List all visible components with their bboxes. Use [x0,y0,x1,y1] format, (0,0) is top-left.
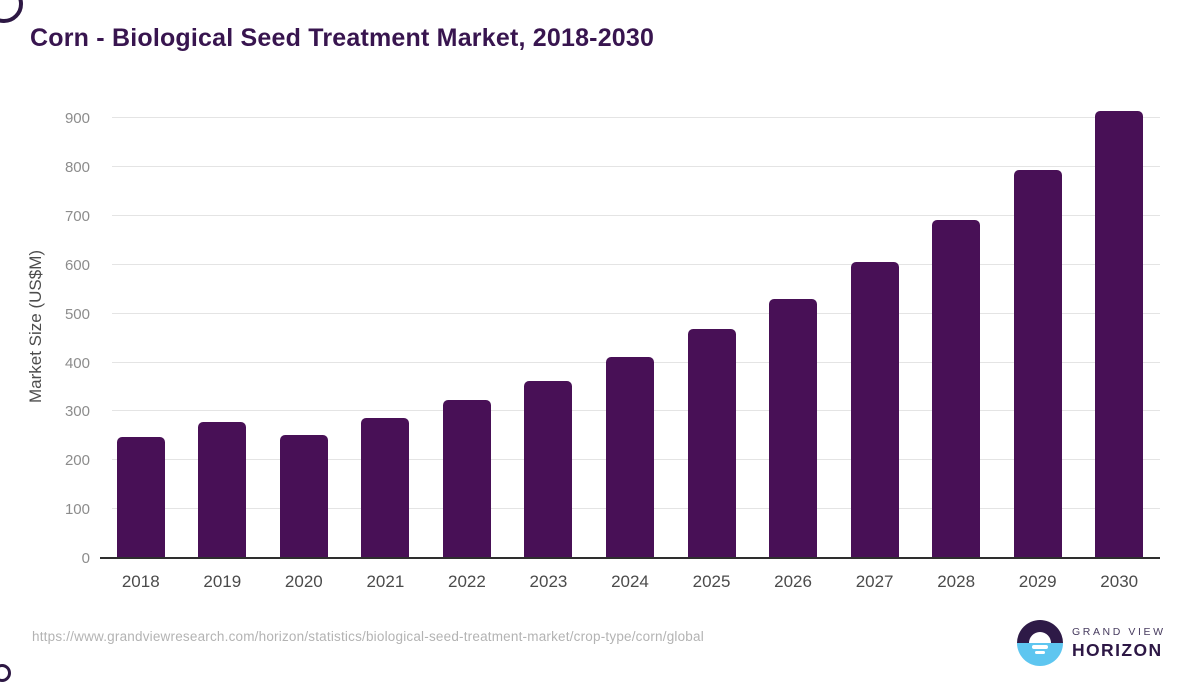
x-tick-label-2020: 2020 [284,572,323,591]
x-tick-label-2022: 2022 [447,572,486,591]
bar-2022[interactable] [442,400,491,557]
y-tick-label-100: 100 [64,501,90,519]
y-tick-label-500: 500 [64,305,90,323]
x-tick-label-2029: 2029 [1018,572,1057,591]
y-tick-label-900: 900 [64,110,90,128]
logo-text-grand-view: GRAND VIEW [1072,625,1166,638]
x-tick-label-2019: 2019 [203,572,242,591]
gridline-700 [112,215,1160,217]
x-tick-label-2024: 2024 [611,572,649,591]
bar-chart-plot-area: 0 100 200 300 400 500 600 700 800 900 2018 2019 2020… [65,94,1160,591]
bar-2029[interactable] [1013,169,1062,557]
logo-text-horizon: HORIZON [1072,639,1163,660]
bar-2023[interactable] [524,381,573,557]
gridline-900 [112,117,1160,119]
chart-title: Corn - Biological Seed Treatment Market,… [30,24,655,52]
x-tick-label-2030: 2030 [1100,572,1139,591]
bar-2025[interactable] [687,329,736,557]
y-tick-label-800: 800 [64,159,90,177]
bar-2030[interactable] [1095,110,1144,557]
y-tick-label-200: 200 [64,452,90,470]
bar-2018[interactable] [116,436,165,557]
bar-2027[interactable] [850,262,899,557]
cropped-frame-corner-top-left [0,0,23,23]
x-tick-label-2027: 2027 [855,572,894,591]
y-tick-label-600: 600 [64,256,90,274]
x-tick-label-2026: 2026 [774,572,812,591]
source-url: https://www.grandviewresearch.com/horizo… [32,629,704,644]
x-axis-line [100,557,1160,559]
cropped-frame-corner-bottom-left [0,664,11,682]
bar-2024[interactable] [606,356,654,557]
bar-2026[interactable] [769,299,818,557]
gridline-500 [112,312,1160,314]
y-tick-label-700: 700 [64,208,90,226]
x-tick-label-2028: 2028 [937,572,976,591]
bar-2019[interactable] [198,421,247,557]
bar-2028[interactable] [932,220,981,557]
x-tick-label-2025: 2025 [692,572,731,591]
grand-view-horizon-logo: GRAND VIEW HORIZON [1017,620,1177,666]
y-tick-label-300: 300 [64,403,90,421]
gridline-600 [112,263,1160,265]
y-tick-label-400: 400 [64,354,90,372]
y-tick-label-0: 0 [81,550,90,567]
x-tick-label-2023: 2023 [529,572,568,591]
horizon-sunrise-icon [1017,620,1063,666]
x-tick-label-2018: 2018 [121,572,160,591]
x-tick-label-2021: 2021 [366,572,405,591]
gridline-800 [112,166,1160,168]
bar-2020[interactable] [279,434,328,557]
bar-2021[interactable] [361,418,410,557]
